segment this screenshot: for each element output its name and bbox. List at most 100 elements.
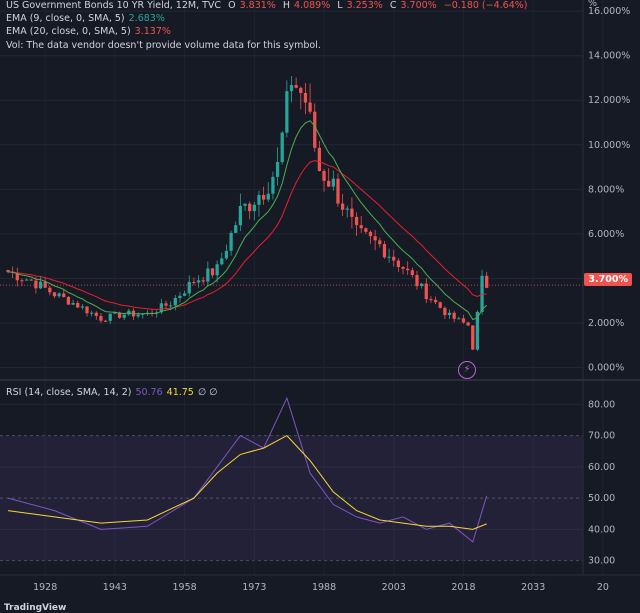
rsi-line: [7, 396, 488, 543]
candle-body: [313, 111, 317, 148]
time-tick-label: 1943: [103, 582, 127, 593]
candle-body: [447, 312, 452, 316]
candle-body: [299, 87, 303, 93]
candle-body: [466, 322, 470, 326]
candle-body: [415, 275, 419, 287]
candle-body: [210, 268, 215, 276]
candle-body: [234, 225, 238, 233]
candle-body: [173, 298, 177, 306]
time-tick-label: 1973: [242, 582, 266, 593]
candle-body: [280, 132, 284, 162]
candle-body: [159, 303, 163, 313]
candle-body: [410, 270, 414, 276]
time-tick-label: 1958: [173, 582, 197, 593]
price-tick-label: 12.000%: [588, 95, 630, 106]
rsi-axis[interactable]: 80.00 70.00 60.00 50.00 40.00 30.00: [588, 399, 615, 566]
candle-body: [368, 231, 373, 237]
rsi-tick-label: 60.00: [588, 462, 615, 473]
flash-icon[interactable]: ⚡: [458, 361, 476, 379]
time-tick-label: 2003: [382, 582, 406, 593]
time-tick-label: 1988: [312, 582, 336, 593]
candle-body: [136, 314, 140, 317]
candle-body: [327, 180, 331, 187]
candle-body: [289, 85, 294, 92]
candle-body: [103, 320, 108, 322]
candle-body: [382, 244, 387, 258]
time-tick-label: 2018: [451, 582, 475, 593]
candle-body: [206, 268, 210, 282]
rsi-tick-label: 30.00: [588, 556, 615, 567]
candle-body: [271, 176, 275, 194]
candle-body: [424, 283, 428, 300]
candle-body: [471, 325, 475, 350]
candle-body: [336, 178, 340, 204]
candle-body: [182, 293, 187, 296]
price-tick-label: 16.000%: [588, 6, 630, 17]
candle-body: [359, 225, 363, 229]
symbol-title[interactable]: US Government Bonds 10 YR Yield, 12M, TV…: [6, 0, 222, 11]
rsi-tick-label: 70.00: [588, 431, 615, 442]
candle-body: [238, 205, 243, 226]
ema20-line: [7, 160, 487, 311]
legend-ema9[interactable]: EMA (9, close, 0, SMA, 5) 2.683%: [6, 13, 165, 24]
candle-body: [113, 312, 117, 314]
candle-body: [57, 293, 61, 297]
candle-body: [396, 260, 401, 268]
candle-body: [475, 311, 480, 350]
candle-body: [443, 307, 447, 316]
legend-rsi[interactable]: RSI (14, close, SMA, 14, 2) 50.76 41.75 ∅ ∅: [6, 387, 218, 398]
legend-ema20[interactable]: EMA (20, close, 0, SMA, 5) 3.137%: [6, 26, 171, 37]
candle-body: [257, 195, 261, 205]
candle-body: [354, 216, 359, 226]
candle-body: [252, 204, 256, 212]
candle-body: [99, 315, 103, 321]
candle-body: [71, 302, 75, 305]
candle-body: [373, 236, 377, 241]
candle-body: [452, 312, 456, 319]
candle-body: [480, 275, 484, 312]
candlestick-series: [6, 75, 489, 351]
candle-body: [378, 240, 382, 245]
candle-body: [420, 283, 424, 287]
candle-body: [224, 250, 229, 259]
candle-body: [178, 295, 182, 299]
candle-body: [48, 287, 52, 293]
rsi-tick-label: 40.00: [588, 524, 615, 535]
price-tick-label: 2.000%: [588, 318, 624, 329]
rsi-tick-label: 80.00: [588, 399, 615, 410]
candle-body: [429, 299, 433, 301]
candle-body: [308, 102, 312, 112]
candle-body: [387, 256, 391, 258]
tradingview-logo[interactable]: TradingView: [4, 603, 67, 613]
legend-main: US Government Bonds 10 YR Yield, 12M, TV…: [6, 0, 535, 12]
rsi-ma-line: [7, 434, 487, 530]
candle-body: [294, 85, 298, 88]
candle-body: [331, 178, 335, 187]
candle-body: [261, 195, 266, 200]
candle-body: [164, 303, 168, 306]
time-axis[interactable]: 1928 1943 1958 1973 1988 2003 2018 2033 20: [33, 582, 609, 593]
candle-body: [6, 269, 10, 272]
candle-body: [80, 306, 84, 308]
candle-body: [90, 312, 94, 314]
candle-body: [215, 264, 219, 276]
candle-body: [401, 267, 405, 269]
candle-body: [322, 170, 326, 181]
candle-body: [220, 258, 224, 265]
candle-body: [350, 208, 354, 217]
price-tick-label: 10.000%: [588, 140, 630, 151]
candle-body: [94, 312, 98, 316]
candle-body: [169, 305, 173, 307]
candle-body: [29, 279, 33, 281]
candle-body: [62, 293, 66, 297]
price-axis[interactable]: 16.000% 14.000% 12.000% 10.000% 8.000% 6.000%…: [588, 6, 630, 373]
candle-body: [275, 161, 280, 177]
candle-body: [340, 203, 345, 210]
legend-volume-note: Vol: The data vendor doesn't provide vol…: [6, 40, 321, 51]
candle-body: [229, 232, 233, 251]
price-axis-unit: %: [588, 0, 597, 9]
time-tick-label: 20: [597, 582, 609, 593]
candle-body: [364, 228, 368, 232]
ema9-line: [7, 120, 488, 321]
